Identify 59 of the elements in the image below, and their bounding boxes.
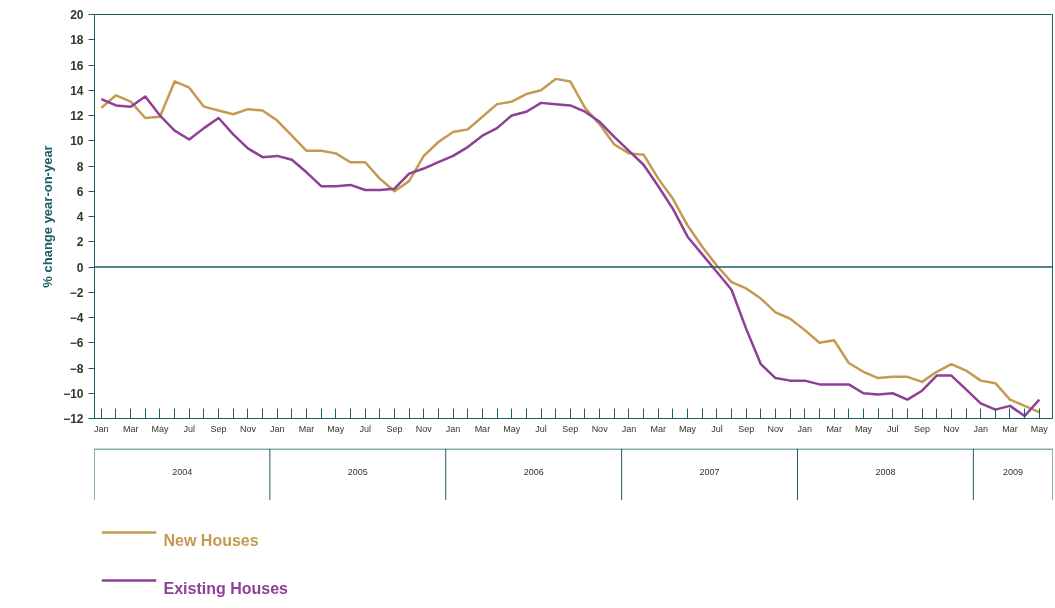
x-tick-label: May [679, 423, 697, 434]
x-tick-label: Nov [239, 423, 257, 434]
x-tick-label: Nov [943, 423, 960, 434]
y-tick-label: −12 [63, 412, 84, 426]
y-tick-label: −2 [69, 285, 84, 300]
x-tick-label: Jan [94, 423, 109, 434]
x-tick-label: Jan [445, 423, 461, 434]
x-tick-label: Nov [591, 423, 609, 434]
y-tick-label: 10 [70, 134, 84, 149]
x-tick-label: Jan [797, 423, 813, 434]
y-tick-label: −4 [69, 311, 84, 325]
text: 2008 [875, 466, 896, 477]
x-tick-label: Jul [183, 423, 196, 434]
y-tick-label: −6 [69, 336, 84, 351]
x-tick-label: Mar [1002, 423, 1018, 434]
x-tick-label: May [1030, 423, 1049, 434]
x-tick-label: Mar [298, 423, 315, 434]
x-tick-label: Jul [535, 423, 547, 434]
x-tick-label: Sep [914, 423, 931, 434]
y-tick-label: 4 [76, 210, 84, 224]
x-tick-label: Nov [767, 423, 785, 434]
y-tick-label: 16 [70, 58, 84, 73]
x-tick-label: Sep [562, 423, 579, 434]
x-tick-label: Sep [738, 423, 755, 434]
y-tick-label: 18 [70, 33, 84, 48]
x-tick-label: May [854, 423, 873, 434]
x-tick-label: Mar [826, 423, 842, 434]
y-tick-label: 0 [76, 260, 84, 275]
y-tick-label: −10 [63, 386, 84, 401]
y-tick-label: 2 [76, 235, 84, 250]
y-tick-label: 20 [70, 8, 84, 22]
legend-label: Existing Houses [163, 580, 289, 597]
x-tick-label: May [327, 423, 345, 434]
y-tick-label: −8 [69, 361, 84, 376]
x-tick-label: Mar [122, 423, 139, 434]
x-tick-label: Sep [210, 423, 227, 434]
text: 2006 [523, 466, 544, 477]
y-axis-title: % change year-on-year [40, 145, 56, 288]
x-tick-label: Jul [359, 423, 371, 434]
x-tick-label: May [151, 423, 169, 434]
x-tick-label: Nov [415, 423, 433, 434]
text: 2009 [1002, 466, 1023, 477]
y-tick-label: 12 [70, 109, 84, 123]
x-tick-label: Jan [269, 423, 285, 434]
x-tick-label: Jul [711, 423, 723, 434]
x-tick-label: May [503, 423, 521, 434]
text: 2004 [172, 466, 193, 477]
x-tick-label: Jan [973, 423, 988, 434]
x-tick-label: Jan [621, 423, 637, 434]
y-tick-label: 6 [76, 184, 84, 199]
x-tick-label: Mar [474, 423, 491, 434]
x-tick-label: Mar [650, 423, 667, 434]
legend-label: New Houses [163, 532, 259, 549]
text: 2005 [347, 466, 368, 477]
x-tick-label: Jul [887, 423, 899, 434]
y-tick-label: 8 [76, 159, 84, 174]
text: 2007 [699, 466, 720, 477]
x-tick-label: Sep [386, 423, 403, 434]
y-tick-label: 14 [70, 83, 84, 98]
